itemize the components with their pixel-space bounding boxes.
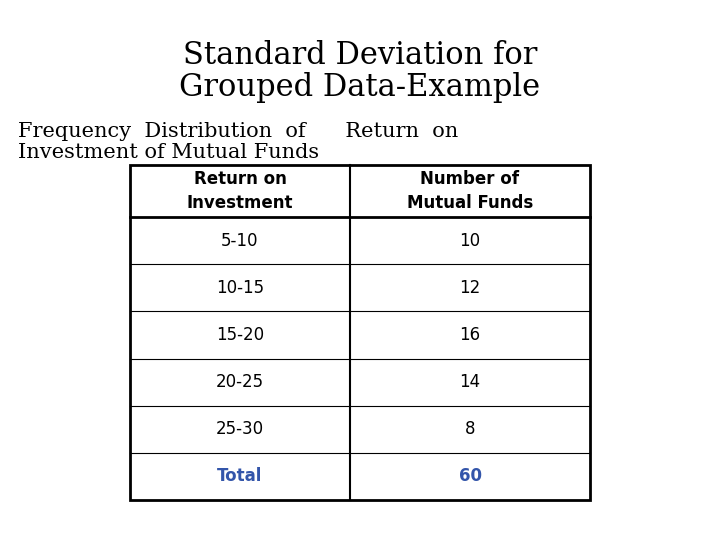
Text: 20-25: 20-25 xyxy=(216,373,264,391)
Text: 60: 60 xyxy=(459,468,482,485)
Text: 5-10: 5-10 xyxy=(221,232,258,249)
Bar xyxy=(130,165,590,500)
Text: Grouped Data-Example: Grouped Data-Example xyxy=(179,72,541,103)
Text: 10: 10 xyxy=(459,232,480,249)
Text: Number of
Mutual Funds: Number of Mutual Funds xyxy=(407,170,533,212)
Text: 8: 8 xyxy=(464,420,475,438)
Text: Standard Deviation for: Standard Deviation for xyxy=(183,40,537,71)
Text: Return on
Investment: Return on Investment xyxy=(186,170,293,212)
Text: 12: 12 xyxy=(459,279,481,297)
Text: 16: 16 xyxy=(459,326,480,344)
Text: Total: Total xyxy=(217,468,263,485)
Text: 15-20: 15-20 xyxy=(216,326,264,344)
Text: 25-30: 25-30 xyxy=(216,420,264,438)
Text: 10-15: 10-15 xyxy=(216,279,264,297)
Text: Frequency  Distribution  of      Return  on: Frequency Distribution of Return on xyxy=(18,122,458,141)
Text: 14: 14 xyxy=(459,373,480,391)
Text: Investment of Mutual Funds: Investment of Mutual Funds xyxy=(18,143,319,162)
